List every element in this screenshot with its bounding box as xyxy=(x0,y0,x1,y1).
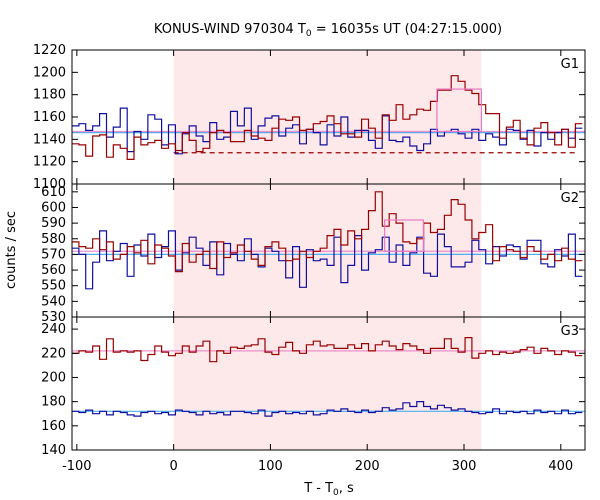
y-tick-label: 590 xyxy=(41,216,66,231)
x-tick-label: 200 xyxy=(355,459,380,474)
panel-frame xyxy=(71,316,586,451)
y-tick-label: 540 xyxy=(41,294,66,309)
panels-layer: 1100112011401160118012001220G15305405505… xyxy=(33,43,586,474)
red-lightcurve xyxy=(72,75,583,160)
x-tick-label: 0 xyxy=(169,459,177,474)
y-tick-label: 610 xyxy=(41,185,66,200)
x-tick-label: 300 xyxy=(452,459,477,474)
y-tick-label: 530 xyxy=(41,310,66,325)
y-tick-label: 160 xyxy=(41,419,66,434)
y-tick-label: 1220 xyxy=(33,43,66,58)
panel-g3: 140 160 180 200 220 240 G3 xyxy=(41,316,586,458)
y-tick-label: 1140 xyxy=(33,132,66,147)
y-tick-label: 580 xyxy=(41,232,66,247)
panel-plot-area xyxy=(72,337,585,417)
y-tick-label: 180 xyxy=(41,395,66,410)
panel-label: G1 xyxy=(561,57,579,72)
chart-title: KONUS-WIND 970304 T0 = 16035s UT (04:27:… xyxy=(154,22,502,39)
panel-label: G3 xyxy=(561,324,579,339)
panel-g1: 1100 1120 1140 1160 1180 1200 1220 G1 xyxy=(33,43,586,192)
y-tick-label: 550 xyxy=(41,279,66,294)
panel-plot-area xyxy=(72,191,585,290)
y-tick-label: 570 xyxy=(41,247,66,262)
y-tick-label: 140 xyxy=(41,443,66,458)
blue-lightcurve xyxy=(72,107,583,155)
shaded-interval xyxy=(173,50,482,450)
panel-plot-area xyxy=(72,75,585,160)
x-tick-label: -100 xyxy=(62,459,92,474)
x-tick-label: 400 xyxy=(548,459,573,474)
interval-box xyxy=(384,219,424,252)
y-tick-label: 1160 xyxy=(33,110,66,125)
y-tick-label: 1200 xyxy=(33,65,66,80)
blue-lightcurve xyxy=(72,401,583,417)
y-tick-label: 220 xyxy=(41,346,66,361)
red-lightcurve xyxy=(72,337,583,363)
red-lightcurve xyxy=(72,191,583,273)
y-tick-label: 240 xyxy=(41,322,66,337)
y-tick-label: 200 xyxy=(41,370,66,385)
y-tick-label: 600 xyxy=(41,200,66,215)
y-tick-label: 1120 xyxy=(33,155,66,170)
y-tick-label: 1100 xyxy=(33,177,66,192)
panel-label: G2 xyxy=(561,191,579,206)
y-axis-label: counts / sec xyxy=(4,211,19,289)
interval-box xyxy=(436,88,483,133)
x-tick-label: 100 xyxy=(258,459,283,474)
x-axis-label: T - T0, s xyxy=(303,481,354,498)
y-tick-label: 1180 xyxy=(33,88,66,103)
y-tick-label: 560 xyxy=(41,263,66,278)
